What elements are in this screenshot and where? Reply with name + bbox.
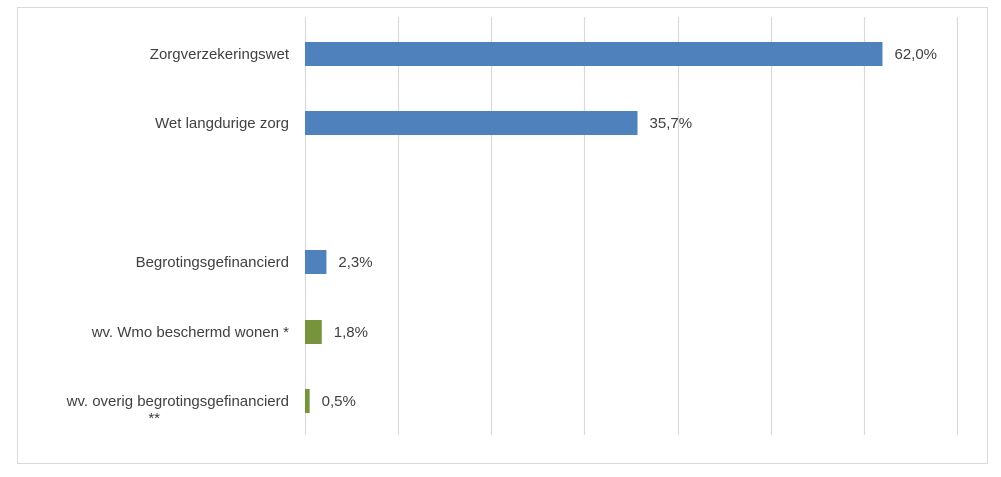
category-label: wv. Wmo beschermd wonen * (91, 324, 289, 341)
category-label: Begrotingsgefinancierd (136, 254, 289, 271)
bar (305, 250, 327, 274)
category-label: Wet langdurige zorg (155, 115, 289, 132)
bar (305, 389, 310, 413)
data-label: 0,5% (322, 393, 356, 410)
category-label: Zorgverzekeringswet (150, 46, 290, 63)
data-label: 35,7% (650, 115, 693, 132)
bar (305, 320, 322, 344)
chart-frame (17, 7, 988, 464)
category-label: wv. overig begrotingsgefinancierd ** (66, 393, 289, 427)
bar (305, 42, 883, 66)
bar (305, 111, 638, 135)
data-label: 2,3% (338, 254, 372, 271)
data-label: 62,0% (894, 46, 937, 63)
data-label: 1,8% (334, 324, 368, 341)
